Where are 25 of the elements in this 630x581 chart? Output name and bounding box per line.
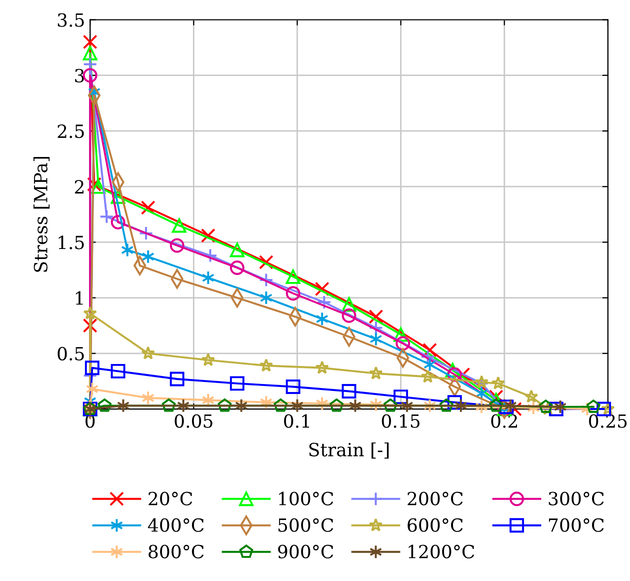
y-tick-label: 0.5 — [58, 346, 84, 361]
legend-label: 20°C — [148, 492, 192, 506]
legend-label: 600°C — [408, 518, 463, 532]
x-axis-title: Strain [-] — [309, 442, 389, 459]
y-tick-label: 3 — [75, 68, 84, 82]
legend-label: 1200°C — [408, 544, 474, 558]
y-tick-label: 3.5 — [58, 13, 84, 27]
x-tick-label: 0.15 — [382, 414, 420, 428]
legend-label: 400°C — [148, 518, 204, 532]
y-axis-title: Stress [MPa] — [33, 156, 50, 272]
y-tick-label: 2.5 — [58, 124, 84, 138]
legend-label: 200°C — [408, 492, 463, 506]
y-tick-label: 1 — [76, 291, 83, 305]
legend-label: 700°C — [549, 518, 604, 532]
legend-label: 800°C — [148, 544, 204, 558]
x-tick-label: 0.2 — [491, 414, 517, 428]
x-tick-label: 0.25 — [589, 414, 627, 428]
legend-label: 500°C — [278, 518, 334, 532]
y-tick-label: 1.5 — [58, 236, 84, 250]
x-tick-label: 0.05 — [174, 414, 212, 428]
x-tick-label: 0.1 — [284, 414, 310, 428]
legend-label: 100°C — [279, 492, 334, 506]
legend-label: 900°C — [278, 544, 334, 558]
y-tick-label: 2 — [74, 180, 84, 194]
legend-label: 300°C — [548, 492, 604, 506]
